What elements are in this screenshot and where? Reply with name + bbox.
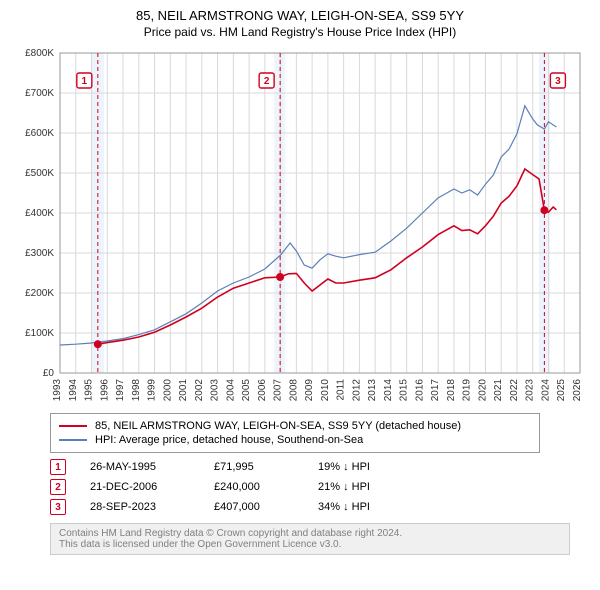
svg-text:2004: 2004 <box>225 379 236 402</box>
marker-row: 3 28-SEP-2023 £407,000 34% ↓ HPI <box>50 499 590 515</box>
legend-label: HPI: Average price, detached house, Sout… <box>95 434 363 446</box>
svg-text:£0: £0 <box>43 368 55 379</box>
footer-line: This data is licensed under the Open Gov… <box>59 539 561 550</box>
svg-text:2024: 2024 <box>540 379 551 402</box>
svg-text:2021: 2021 <box>493 379 504 402</box>
chart-subtitle: Price paid vs. HM Land Registry's House … <box>10 25 590 39</box>
svg-text:£600K: £600K <box>25 128 54 139</box>
svg-text:1994: 1994 <box>68 379 79 402</box>
svg-text:1999: 1999 <box>147 379 158 402</box>
legend-row: HPI: Average price, detached house, Sout… <box>59 434 531 446</box>
svg-text:2015: 2015 <box>399 379 410 402</box>
svg-text:£100K: £100K <box>25 328 54 339</box>
legend-swatch <box>59 425 87 427</box>
legend-label: 85, NEIL ARMSTRONG WAY, LEIGH-ON-SEA, SS… <box>95 420 461 432</box>
legend: 85, NEIL ARMSTRONG WAY, LEIGH-ON-SEA, SS… <box>50 413 540 453</box>
svg-text:1993: 1993 <box>52 379 63 402</box>
marker-table: 1 26-MAY-1995 £71,995 19% ↓ HPI 2 21-DEC… <box>50 459 590 515</box>
svg-text:2007: 2007 <box>273 379 284 402</box>
svg-text:£200K: £200K <box>25 288 54 299</box>
svg-text:2020: 2020 <box>477 379 488 402</box>
svg-text:1995: 1995 <box>84 379 95 402</box>
marker-row: 2 21-DEC-2006 £240,000 21% ↓ HPI <box>50 479 590 495</box>
svg-text:£300K: £300K <box>25 248 54 259</box>
svg-text:2019: 2019 <box>462 379 473 402</box>
marker-badge: 3 <box>50 499 66 515</box>
chart-plot: £0 £100K £200K £300K £400K £500K £600K £700K £80… <box>10 45 590 405</box>
svg-text:2026: 2026 <box>572 379 583 402</box>
marker-price: £71,995 <box>214 461 294 473</box>
svg-text:3: 3 <box>555 76 561 87</box>
svg-text:1996: 1996 <box>99 379 110 402</box>
svg-text:2003: 2003 <box>210 379 221 402</box>
marker-hpi: 34% ↓ HPI <box>318 501 398 513</box>
svg-text:2025: 2025 <box>556 379 567 402</box>
svg-text:2010: 2010 <box>320 379 331 402</box>
svg-text:2022: 2022 <box>509 379 520 402</box>
svg-text:1998: 1998 <box>131 379 142 402</box>
svg-text:2011: 2011 <box>336 379 347 401</box>
marker-row: 1 26-MAY-1995 £71,995 19% ↓ HPI <box>50 459 590 475</box>
marker-hpi: 19% ↓ HPI <box>318 461 398 473</box>
footer-line: Contains HM Land Registry data © Crown c… <box>59 528 561 539</box>
svg-text:2005: 2005 <box>241 379 252 402</box>
marker-price: £407,000 <box>214 501 294 513</box>
svg-text:1997: 1997 <box>115 379 126 402</box>
marker-hpi: 21% ↓ HPI <box>318 481 398 493</box>
svg-text:£500K: £500K <box>25 168 54 179</box>
marker-date: 28-SEP-2023 <box>90 501 190 513</box>
legend-swatch <box>59 439 87 441</box>
svg-text:2006: 2006 <box>257 379 268 402</box>
svg-text:£400K: £400K <box>25 208 54 219</box>
chart-title: 85, NEIL ARMSTRONG WAY, LEIGH-ON-SEA, SS… <box>10 8 590 23</box>
legend-row: 85, NEIL ARMSTRONG WAY, LEIGH-ON-SEA, SS… <box>59 420 531 432</box>
marker-price: £240,000 <box>214 481 294 493</box>
svg-text:2023: 2023 <box>525 379 536 402</box>
footer: Contains HM Land Registry data © Crown c… <box>50 523 570 555</box>
marker-badge: 1 <box>50 459 66 475</box>
svg-text:2012: 2012 <box>351 379 362 402</box>
marker-date: 21-DEC-2006 <box>90 481 190 493</box>
svg-text:2009: 2009 <box>304 379 315 402</box>
svg-text:2018: 2018 <box>446 379 457 402</box>
marker-badge: 2 <box>50 479 66 495</box>
svg-text:1: 1 <box>82 76 88 87</box>
svg-text:£700K: £700K <box>25 88 54 99</box>
svg-text:£800K: £800K <box>25 48 54 59</box>
svg-text:2014: 2014 <box>383 379 394 402</box>
svg-text:2002: 2002 <box>194 379 205 402</box>
svg-text:2: 2 <box>264 76 270 87</box>
svg-text:2016: 2016 <box>414 379 425 402</box>
svg-text:2000: 2000 <box>162 379 173 402</box>
marker-date: 26-MAY-1995 <box>90 461 190 473</box>
chart-container: 85, NEIL ARMSTRONG WAY, LEIGH-ON-SEA, SS… <box>0 0 600 590</box>
svg-text:2001: 2001 <box>178 379 189 402</box>
svg-text:2013: 2013 <box>367 379 378 402</box>
svg-text:2008: 2008 <box>288 379 299 402</box>
svg-text:2017: 2017 <box>430 379 441 402</box>
